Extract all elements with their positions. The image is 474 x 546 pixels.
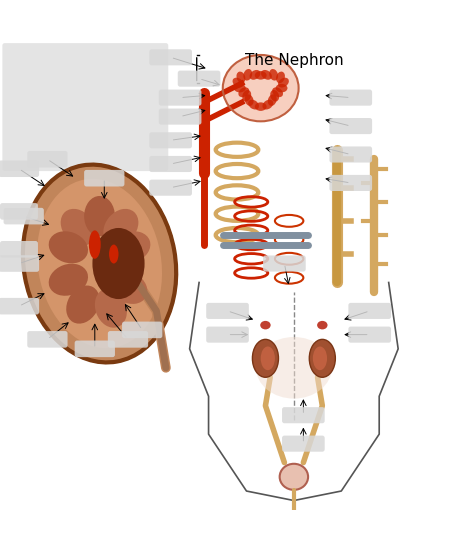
Ellipse shape bbox=[61, 209, 96, 246]
FancyBboxPatch shape bbox=[122, 322, 162, 338]
FancyBboxPatch shape bbox=[263, 256, 306, 271]
Ellipse shape bbox=[317, 321, 328, 329]
Ellipse shape bbox=[255, 102, 266, 111]
Ellipse shape bbox=[248, 100, 259, 110]
FancyBboxPatch shape bbox=[75, 341, 115, 357]
Ellipse shape bbox=[256, 337, 332, 399]
FancyBboxPatch shape bbox=[206, 303, 249, 319]
Ellipse shape bbox=[89, 230, 100, 259]
FancyBboxPatch shape bbox=[149, 156, 192, 172]
Ellipse shape bbox=[275, 84, 287, 92]
Ellipse shape bbox=[92, 228, 145, 299]
FancyBboxPatch shape bbox=[27, 331, 67, 348]
FancyBboxPatch shape bbox=[149, 49, 192, 66]
FancyBboxPatch shape bbox=[149, 132, 192, 149]
FancyBboxPatch shape bbox=[2, 43, 168, 171]
Ellipse shape bbox=[245, 94, 254, 106]
Ellipse shape bbox=[280, 464, 308, 490]
Ellipse shape bbox=[95, 288, 127, 328]
Ellipse shape bbox=[23, 164, 176, 363]
Ellipse shape bbox=[84, 196, 115, 236]
Ellipse shape bbox=[260, 321, 271, 329]
Ellipse shape bbox=[234, 84, 246, 92]
FancyBboxPatch shape bbox=[84, 170, 124, 187]
Ellipse shape bbox=[309, 340, 336, 377]
Ellipse shape bbox=[261, 347, 275, 370]
Ellipse shape bbox=[243, 69, 252, 81]
Ellipse shape bbox=[109, 270, 147, 304]
Ellipse shape bbox=[272, 87, 283, 97]
Ellipse shape bbox=[261, 70, 272, 80]
FancyBboxPatch shape bbox=[206, 327, 249, 343]
Ellipse shape bbox=[237, 72, 246, 83]
Ellipse shape bbox=[313, 347, 327, 370]
Ellipse shape bbox=[263, 100, 273, 110]
Ellipse shape bbox=[238, 87, 249, 97]
FancyBboxPatch shape bbox=[0, 241, 38, 258]
Ellipse shape bbox=[109, 245, 118, 264]
FancyBboxPatch shape bbox=[0, 203, 38, 219]
Ellipse shape bbox=[66, 286, 100, 324]
Ellipse shape bbox=[103, 209, 138, 246]
Ellipse shape bbox=[223, 55, 299, 121]
FancyBboxPatch shape bbox=[348, 303, 391, 319]
FancyBboxPatch shape bbox=[159, 109, 201, 124]
FancyBboxPatch shape bbox=[0, 298, 39, 314]
Ellipse shape bbox=[268, 94, 277, 106]
Ellipse shape bbox=[37, 179, 162, 348]
Ellipse shape bbox=[49, 264, 88, 296]
Ellipse shape bbox=[270, 90, 279, 102]
FancyBboxPatch shape bbox=[4, 208, 44, 224]
Text: The Nephron: The Nephron bbox=[245, 52, 343, 68]
FancyBboxPatch shape bbox=[329, 90, 372, 106]
FancyBboxPatch shape bbox=[329, 146, 372, 163]
FancyBboxPatch shape bbox=[178, 70, 220, 87]
Ellipse shape bbox=[233, 78, 243, 87]
FancyBboxPatch shape bbox=[108, 331, 148, 348]
FancyBboxPatch shape bbox=[329, 118, 372, 134]
Ellipse shape bbox=[278, 78, 289, 87]
FancyBboxPatch shape bbox=[282, 436, 325, 452]
FancyBboxPatch shape bbox=[27, 151, 67, 168]
Ellipse shape bbox=[111, 232, 150, 263]
Ellipse shape bbox=[252, 340, 279, 377]
FancyBboxPatch shape bbox=[149, 180, 192, 195]
FancyBboxPatch shape bbox=[0, 161, 39, 177]
FancyBboxPatch shape bbox=[0, 255, 39, 272]
Ellipse shape bbox=[269, 69, 278, 81]
FancyBboxPatch shape bbox=[159, 90, 201, 106]
Ellipse shape bbox=[49, 232, 88, 263]
Ellipse shape bbox=[242, 90, 251, 102]
FancyBboxPatch shape bbox=[348, 327, 391, 343]
Ellipse shape bbox=[249, 70, 260, 80]
Ellipse shape bbox=[255, 71, 266, 80]
FancyBboxPatch shape bbox=[329, 175, 372, 191]
Ellipse shape bbox=[276, 72, 285, 83]
FancyBboxPatch shape bbox=[282, 407, 325, 423]
